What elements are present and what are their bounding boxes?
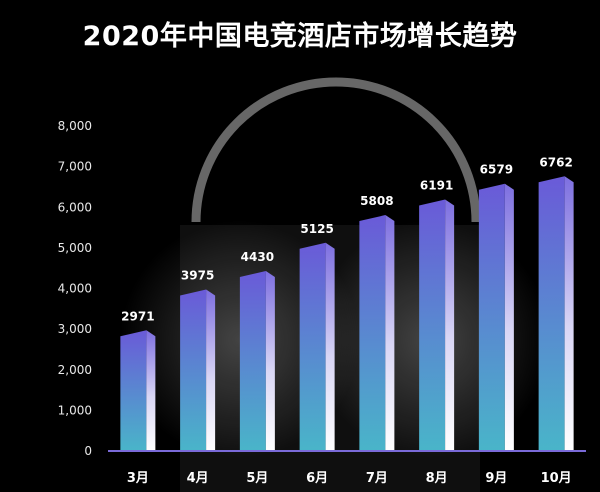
data-label: 4430 bbox=[241, 250, 274, 264]
x-tick-label: 8月 bbox=[426, 471, 448, 486]
y-tick-label: 0 bbox=[84, 444, 92, 458]
bar: 5808 bbox=[359, 194, 395, 451]
data-label: 6579 bbox=[480, 163, 513, 177]
bar-side bbox=[385, 215, 395, 451]
bars: 2971 3975 4430 5125 5808 6191 6579 6762 bbox=[120, 155, 574, 451]
chart-title: 2020年中国电竞酒店市场增长趋势 bbox=[82, 21, 518, 52]
y-tick-label: 5,000 bbox=[58, 241, 92, 255]
bar-side bbox=[206, 289, 216, 451]
data-label: 5808 bbox=[360, 194, 393, 208]
bar-face bbox=[419, 199, 446, 451]
y-tick-label: 3,000 bbox=[58, 322, 92, 336]
data-label: 6762 bbox=[539, 155, 572, 169]
x-tick-label: 4月 bbox=[187, 471, 209, 486]
data-label: 6191 bbox=[420, 178, 453, 192]
bar-side bbox=[564, 176, 574, 451]
bar-face bbox=[538, 176, 565, 451]
y-tick-label: 4,000 bbox=[58, 282, 92, 296]
y-tick-label: 2,000 bbox=[58, 363, 92, 377]
x-tick-label: 7月 bbox=[366, 471, 388, 486]
bar-face bbox=[359, 215, 386, 451]
bar-face bbox=[180, 289, 207, 451]
x-tick-label: 3月 bbox=[127, 471, 149, 486]
bar-side bbox=[265, 271, 275, 451]
y-tick-label: 6,000 bbox=[58, 200, 92, 214]
bar-side bbox=[146, 330, 156, 451]
bar: 2971 bbox=[120, 309, 156, 451]
x-axis: 3月 4月 5月 6月 7月 8月 9月 10月 bbox=[108, 450, 586, 486]
bar: 6762 bbox=[538, 155, 574, 451]
x-tick-label: 5月 bbox=[246, 471, 268, 486]
bar-face bbox=[120, 330, 147, 451]
x-tick-label: 9月 bbox=[485, 471, 507, 486]
bar-face bbox=[478, 183, 505, 451]
decorative-arc bbox=[191, 77, 481, 223]
data-label: 3975 bbox=[181, 269, 214, 283]
bar-face bbox=[299, 242, 326, 451]
y-tick-label: 8,000 bbox=[58, 119, 92, 133]
bar: 5125 bbox=[299, 222, 335, 451]
x-tick-label: 6月 bbox=[306, 471, 328, 486]
bar-side bbox=[445, 199, 455, 451]
bar: 3975 bbox=[180, 269, 216, 451]
x-tick-label: 10月 bbox=[541, 471, 572, 486]
y-tick-label: 1,000 bbox=[58, 403, 92, 417]
bar: 6191 bbox=[419, 178, 455, 451]
data-label: 2971 bbox=[121, 309, 154, 323]
bar: 4430 bbox=[239, 250, 275, 451]
bar: 6579 bbox=[478, 163, 514, 451]
data-label: 5125 bbox=[300, 222, 333, 236]
bar-side bbox=[325, 242, 335, 451]
y-axis: 0 1,000 2,000 3,000 4,000 5,000 6,000 7,000 8,00… bbox=[58, 119, 92, 458]
bar-side bbox=[504, 183, 514, 451]
bar-face bbox=[239, 271, 266, 451]
y-tick-label: 7,000 bbox=[58, 160, 92, 174]
